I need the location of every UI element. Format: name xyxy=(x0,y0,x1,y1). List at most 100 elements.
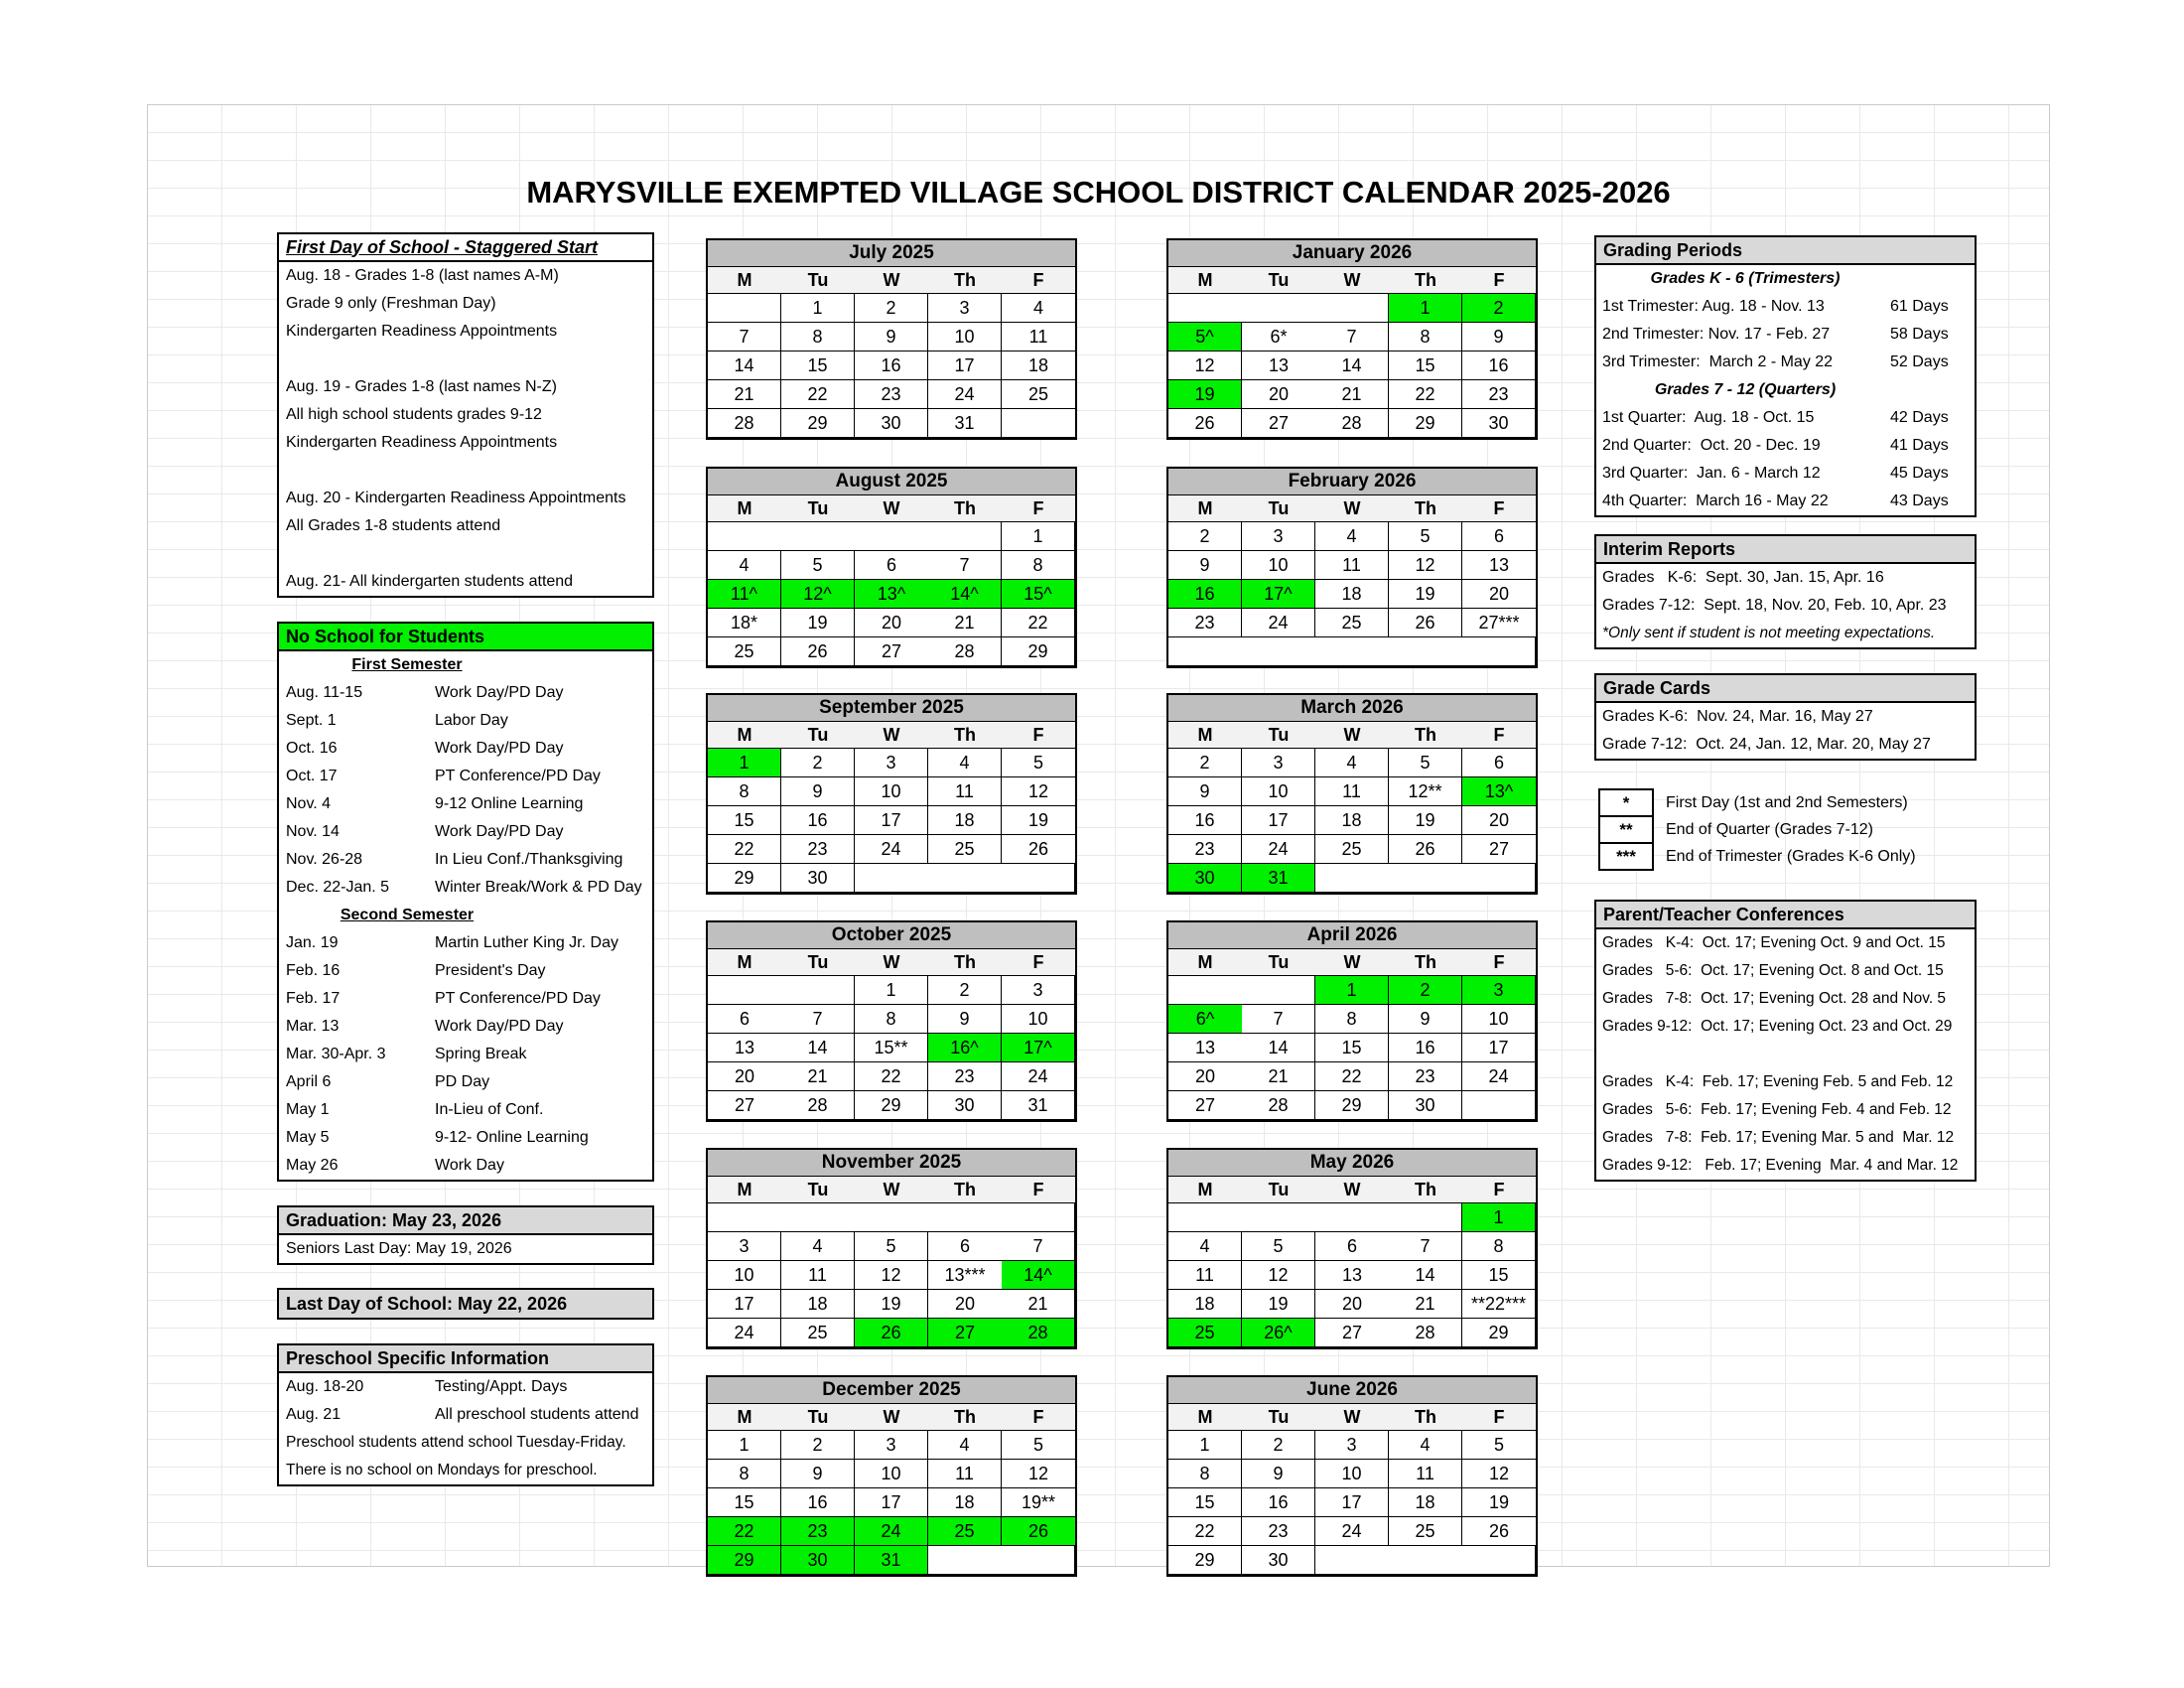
day-cell: 15** xyxy=(855,1034,928,1062)
day-cell: 19 xyxy=(1002,806,1075,835)
day-cell: 27 xyxy=(1168,1091,1242,1120)
day-cell: 10 xyxy=(855,1460,928,1488)
day-cell: 16 xyxy=(1242,1488,1315,1517)
month-calendar: January 2026 M Tu W Th F 1 2 5^ 6* 7 8 9 12 13 14 15 16 19… xyxy=(1166,238,1538,440)
day-cell: 31 xyxy=(928,409,1002,438)
day-cell: 23 xyxy=(1168,835,1242,864)
weekday-label: Th xyxy=(1415,951,1436,972)
no-school-row: Oct. 16 Work Day/PD Day xyxy=(279,735,652,763)
day-cell: 5^ xyxy=(1168,323,1242,352)
day-cell: 29 xyxy=(1168,1546,1242,1575)
event-name: 9-12- Online Learning xyxy=(435,1129,589,1146)
preschool-row: Aug. 21 All preschool students attend xyxy=(279,1401,652,1429)
weekday-label: Tu xyxy=(1268,724,1290,745)
weekday-label: Tu xyxy=(807,497,829,518)
day-cell: 27 xyxy=(1242,409,1315,438)
day-cell: 6 xyxy=(1462,522,1536,551)
day-cell: 18 xyxy=(928,1488,1002,1517)
calendar-grid: 1 2 3 4 5 8 9 10 11 12 15 16 17 18 19** 22 23 24 25 26 29 30 3… xyxy=(708,1431,1075,1575)
weekday-label: W xyxy=(883,724,900,745)
day-cell: 20 xyxy=(1462,806,1536,835)
day-cell: 28 xyxy=(708,409,781,438)
day-cell: 29 xyxy=(708,1546,781,1575)
day-cell: 14 xyxy=(1315,352,1389,380)
day-cell: 8 xyxy=(708,1460,781,1488)
day-cell: 14 xyxy=(1242,1034,1315,1062)
day-cell: 9 xyxy=(1462,323,1536,352)
day-cell: 8 xyxy=(1462,1232,1536,1261)
day-cell: 11 xyxy=(1315,777,1389,806)
day-cell: 24 xyxy=(855,1517,928,1546)
day-cell: 24 xyxy=(855,835,928,864)
day-cell: 30 xyxy=(781,1546,855,1575)
weekday-label: W xyxy=(883,1406,900,1427)
day-cell xyxy=(1002,409,1075,438)
first-day-row: Aug. 18 - Grades 1-8 (last names A-M) xyxy=(286,267,559,284)
event-date: Aug. 18-20 xyxy=(286,1378,364,1395)
day-cell: 15 xyxy=(1315,1034,1389,1062)
interim-row: Grades K-6: Sept. 30, Jan. 15, Apr. 16 xyxy=(1602,569,1884,586)
event-date: Nov. 26-28 xyxy=(286,851,363,868)
day-cell: 22 xyxy=(1315,1062,1389,1091)
weekday-label: F xyxy=(1032,951,1044,972)
day-cell: 11 xyxy=(1002,323,1075,352)
weekday-label: F xyxy=(1493,724,1505,745)
day-cell xyxy=(1168,637,1536,666)
month-title: September 2025 xyxy=(708,695,1075,722)
no-school-row: Oct. 17 PT Conference/PD Day xyxy=(279,763,652,790)
grading-row: 4th Quarter: March 16 - May 22 43 Days xyxy=(1596,488,1975,515)
day-cell: 10 xyxy=(1242,777,1315,806)
day-cell: 15 xyxy=(708,806,781,835)
day-cell: 7 xyxy=(1002,1232,1075,1261)
no-school-rows: First Semester Aug. 11-15 Work Day/PD Day S… xyxy=(279,651,652,1180)
day-cell: 4 xyxy=(928,749,1002,777)
day-cell xyxy=(1168,1203,1462,1232)
day-cell: 26 xyxy=(1462,1517,1536,1546)
day-cell: 11 xyxy=(928,777,1002,806)
no-school-row: Mar. 30-Apr. 3 Spring Break xyxy=(279,1041,652,1068)
day-cell: 19 xyxy=(1462,1488,1536,1517)
month-calendar: May 2026 M Tu W Th F 1 4 5 6 7 8 11 12 13 14 15 18 19 20 21 *… xyxy=(1166,1148,1538,1349)
conference-row: Grades 5-6: Oct. 17; Evening Oct. 8 and … xyxy=(1602,962,1944,979)
last-day-box: Last Day of School: May 22, 2026 xyxy=(277,1288,654,1320)
grading-range: 2nd Trimester: Nov. 17 - Feb. 27 xyxy=(1602,326,1831,343)
weekday-label: Th xyxy=(954,951,976,972)
day-cell: 25 xyxy=(928,835,1002,864)
grading-row: 1st Quarter: Aug. 18 - Oct. 15 42 Days xyxy=(1596,404,1975,432)
day-cell: 24 xyxy=(708,1319,781,1347)
day-cell xyxy=(1168,976,1315,1005)
event-name: Work Day/PD Day xyxy=(435,740,564,757)
semester-label: First Semester xyxy=(351,656,463,673)
no-school-row: Aug. 11-15 Work Day/PD Day xyxy=(279,679,652,707)
weekday-header-row: M Tu W Th F xyxy=(708,722,1075,749)
day-cell: 12 xyxy=(1389,551,1462,580)
day-cell: 24 xyxy=(1462,1062,1536,1091)
day-cell: 6 xyxy=(1462,749,1536,777)
day-cell: 2 xyxy=(1242,1431,1315,1460)
weekday-header-row: M Tu W Th F xyxy=(708,267,1075,294)
day-cell: 23 xyxy=(928,1062,1002,1091)
day-cell: 20 xyxy=(928,1290,1002,1319)
event-date: May 1 xyxy=(286,1101,330,1118)
weekday-label: Tu xyxy=(807,724,829,745)
day-cell: 31 xyxy=(1242,864,1315,893)
day-cell: 29 xyxy=(1315,1091,1389,1120)
grade-cards-box: Grade Cards Grades K-6: Nov. 24, Mar. 16… xyxy=(1594,673,1977,761)
month-title: January 2026 xyxy=(1168,240,1536,267)
day-cell xyxy=(708,522,1002,551)
day-cell: 29 xyxy=(708,864,781,893)
day-cell: 25 xyxy=(708,637,781,666)
weekday-label: M xyxy=(1197,724,1213,745)
no-school-row: Sept. 1 Labor Day xyxy=(279,707,652,735)
day-cell: 4 xyxy=(708,551,781,580)
day-cell: 3 xyxy=(1242,522,1315,551)
day-cell: 6 xyxy=(1315,1232,1389,1261)
day-cell: 11 xyxy=(1168,1261,1242,1290)
legend-description: End of Trimester (Grades K-6 Only) xyxy=(1666,847,1916,865)
day-cell: 15 xyxy=(1389,352,1462,380)
day-cell: 15 xyxy=(781,352,855,380)
day-cell: 28 xyxy=(928,637,1002,666)
conference-row: Grades 7-8: Feb. 17; Evening Mar. 5 and … xyxy=(1602,1129,1955,1146)
event-name: Work Day/PD Day xyxy=(435,1018,564,1035)
weekday-label: W xyxy=(1343,724,1361,745)
